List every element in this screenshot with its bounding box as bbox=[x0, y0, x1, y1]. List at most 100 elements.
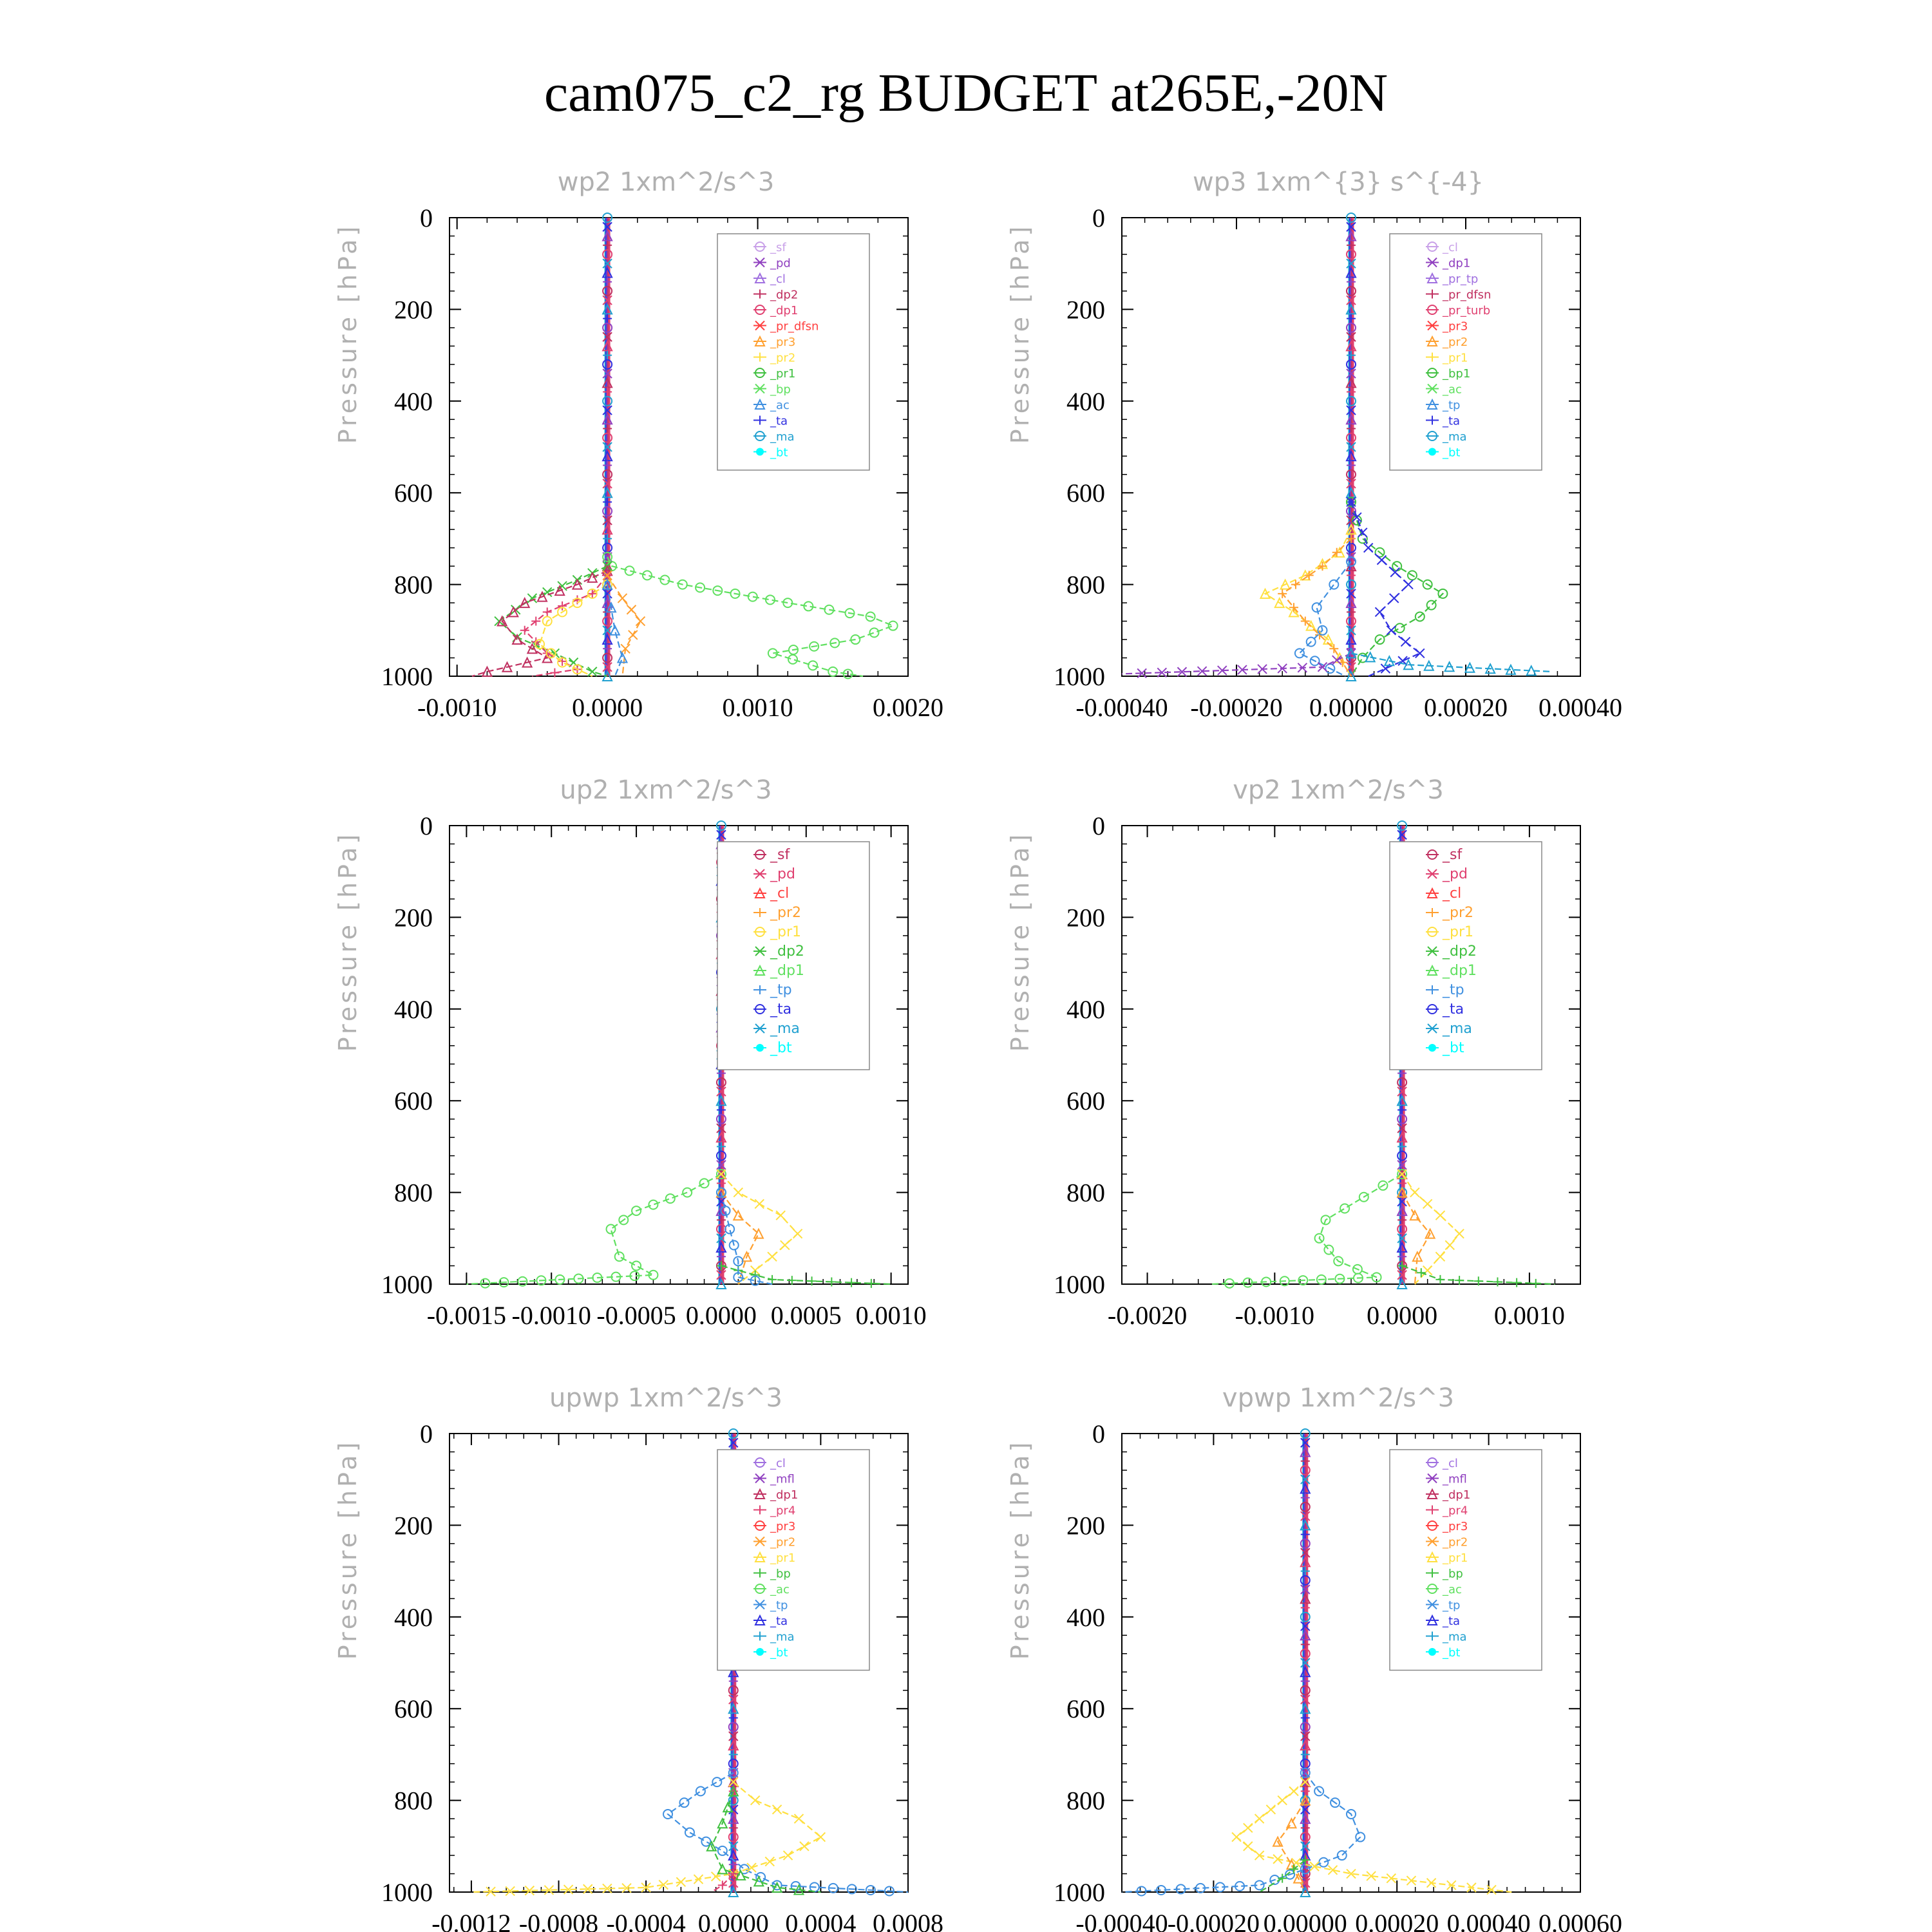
zero-line-marker bbox=[602, 469, 613, 480]
series-marker bbox=[1376, 554, 1387, 565]
series-marker bbox=[728, 1767, 739, 1778]
series-marker bbox=[1371, 1272, 1382, 1283]
y-tick-label: 800 bbox=[394, 571, 433, 600]
series-marker bbox=[1274, 596, 1285, 609]
legend-label: _pr1 bbox=[770, 1551, 795, 1565]
x-tick-label: 0.00040 bbox=[1447, 1909, 1531, 1932]
series-marker bbox=[1314, 1786, 1325, 1797]
zero-line-marker bbox=[715, 1278, 727, 1289]
legend-label: _sf bbox=[770, 847, 790, 863]
series-line bbox=[710, 1791, 821, 1893]
zero-line-marker bbox=[728, 1823, 738, 1833]
legend-marker bbox=[754, 335, 766, 346]
y-axis-label: Pressure [hPa] bbox=[1006, 831, 1034, 1052]
legend-label: _dp1 bbox=[1442, 963, 1477, 979]
zero-line-marker bbox=[602, 589, 612, 599]
legend-marker bbox=[755, 242, 765, 252]
series-marker bbox=[1374, 607, 1385, 618]
y-tick-label: 800 bbox=[1066, 1179, 1105, 1208]
series-marker bbox=[716, 1169, 726, 1179]
series-marker bbox=[1257, 664, 1267, 674]
series-marker bbox=[847, 1278, 857, 1287]
series-marker bbox=[1346, 497, 1356, 507]
legend-marker bbox=[755, 1568, 764, 1578]
series-marker bbox=[1512, 1278, 1522, 1287]
series-marker bbox=[765, 594, 776, 605]
legend-marker bbox=[756, 1044, 764, 1052]
series-marker bbox=[542, 607, 552, 617]
zero-line-marker bbox=[1300, 1812, 1311, 1824]
zero-line-marker bbox=[1300, 1721, 1311, 1732]
legend-marker bbox=[1427, 242, 1437, 252]
plot-frame bbox=[1121, 1433, 1581, 1893]
zero-line-marker bbox=[1347, 424, 1356, 433]
series-marker bbox=[799, 1841, 810, 1852]
series-marker bbox=[1305, 620, 1317, 631]
zero-line-marker bbox=[1345, 340, 1357, 352]
series-marker bbox=[663, 1808, 674, 1819]
legend-marker bbox=[1428, 352, 1437, 362]
series-marker bbox=[563, 1884, 574, 1895]
zero-line-marker bbox=[1346, 478, 1356, 489]
series-marker bbox=[1347, 534, 1356, 544]
series-marker bbox=[1396, 1186, 1408, 1198]
legend-label: _mfl bbox=[1442, 1473, 1467, 1486]
legend-label: _ac bbox=[770, 1583, 790, 1596]
zero-line-marker bbox=[1300, 1511, 1311, 1521]
series-marker bbox=[1397, 1169, 1408, 1180]
series-marker bbox=[635, 616, 646, 627]
legend-marker bbox=[1428, 1505, 1437, 1515]
legend-marker bbox=[755, 1023, 765, 1034]
chart-panel-5: upwp 1xm^2/s^3 Pressure [hPa] 0 200 400 600 80… bbox=[334, 1383, 943, 1932]
series-marker bbox=[1414, 611, 1425, 622]
series-marker bbox=[750, 1270, 760, 1280]
legend-label: _dp2 bbox=[770, 289, 798, 302]
legend-marker bbox=[755, 368, 765, 378]
legend-label: _ta bbox=[770, 1615, 788, 1628]
zero-line-marker bbox=[1346, 432, 1356, 443]
series-marker bbox=[1273, 1854, 1283, 1864]
legend-label: _cl bbox=[770, 1457, 786, 1470]
zero-line-marker bbox=[1345, 413, 1357, 425]
y-tick-label: 200 bbox=[1066, 903, 1105, 932]
series-marker bbox=[1289, 1786, 1299, 1797]
series-marker bbox=[1298, 1275, 1309, 1286]
zero-line-marker bbox=[1300, 1676, 1310, 1686]
panels-group: wp2 1xm^2/s^3 Pressure [hPa] 0 200 400 600 800… bbox=[334, 167, 1622, 1932]
series-marker bbox=[1412, 1251, 1423, 1262]
zero-line-marker bbox=[603, 424, 612, 433]
legend-marker bbox=[755, 1473, 765, 1484]
panel-title: vpwp 1xm^2/s^3 bbox=[1222, 1383, 1454, 1413]
legend-label: _pd bbox=[770, 866, 795, 882]
series-marker bbox=[869, 627, 880, 638]
zero-line-marker bbox=[1300, 1804, 1311, 1815]
series-line bbox=[1276, 1800, 1306, 1893]
legend-label: _pr4 bbox=[770, 1504, 795, 1518]
zero-line-marker bbox=[1300, 1530, 1310, 1539]
x-tick-label: 0.00060 bbox=[1539, 1909, 1622, 1932]
zero-line-marker bbox=[716, 829, 726, 840]
series-line bbox=[607, 574, 641, 677]
series-marker bbox=[695, 582, 706, 593]
legend-label: _tp bbox=[1442, 399, 1460, 412]
series-marker bbox=[1345, 647, 1357, 659]
series-line bbox=[538, 583, 608, 677]
legend-marker bbox=[1428, 415, 1437, 425]
legend-label: _ma bbox=[770, 1021, 800, 1037]
zero-line-marker bbox=[728, 1739, 739, 1751]
legend-label: _mfl bbox=[770, 1473, 795, 1486]
legend-label: _pr3 bbox=[770, 1520, 795, 1533]
series-marker bbox=[753, 1875, 764, 1887]
series-marker bbox=[1383, 655, 1395, 667]
y-axis-label: Pressure [hPa] bbox=[334, 831, 362, 1052]
zero-line-marker bbox=[601, 560, 613, 572]
zero-line-marker bbox=[1300, 1666, 1311, 1678]
legend-label: _ma bbox=[1442, 1021, 1472, 1037]
zero-line-marker bbox=[1346, 542, 1356, 553]
legend-marker bbox=[1428, 1568, 1437, 1578]
zero-line-marker bbox=[1345, 267, 1357, 278]
series-marker bbox=[728, 1240, 739, 1251]
series-marker bbox=[1374, 634, 1385, 645]
series-marker bbox=[1231, 1832, 1242, 1842]
zero-line-marker bbox=[602, 368, 612, 379]
